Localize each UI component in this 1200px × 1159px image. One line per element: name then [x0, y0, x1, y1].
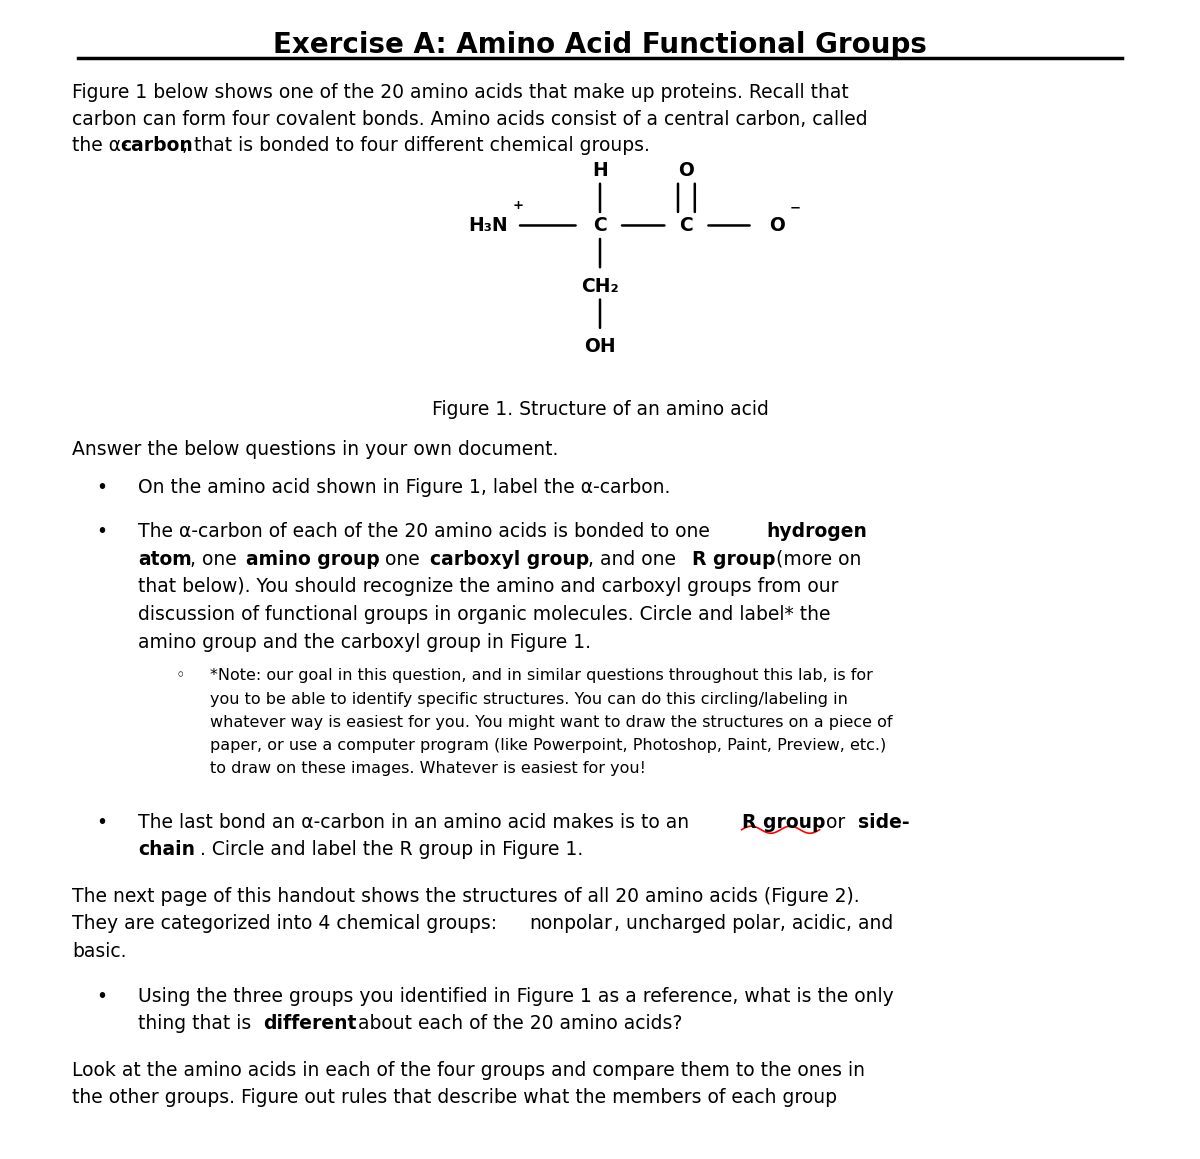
Text: CH₂: CH₂	[581, 277, 619, 296]
Text: On the amino acid shown in Figure 1, label the α-carbon.: On the amino acid shown in Figure 1, lab…	[138, 478, 671, 497]
Text: O: O	[678, 161, 695, 180]
Text: •: •	[96, 812, 108, 832]
Text: C: C	[679, 216, 694, 235]
Text: The α-carbon of each of the 20 amino acids is bonded to one: The α-carbon of each of the 20 amino aci…	[138, 523, 716, 541]
Text: side-: side-	[858, 812, 910, 832]
Text: Figure 1 below shows one of the 20 amino acids that make up proteins. Recall tha: Figure 1 below shows one of the 20 amino…	[72, 83, 848, 102]
Text: or: or	[820, 812, 851, 832]
Text: R group: R group	[692, 549, 776, 569]
Text: +: +	[512, 199, 523, 212]
Text: the other groups. Figure out rules that describe what the members of each group: the other groups. Figure out rules that …	[72, 1088, 838, 1107]
Text: hydrogen: hydrogen	[767, 523, 868, 541]
Text: , one: , one	[373, 549, 426, 569]
Text: They are categorized into 4 chemical groups:: They are categorized into 4 chemical gro…	[72, 914, 503, 933]
Text: •: •	[96, 986, 108, 1006]
Text: •: •	[96, 523, 108, 541]
Text: chain: chain	[138, 840, 194, 859]
Text: −: −	[790, 202, 802, 214]
Text: Figure 1. Structure of an amino acid: Figure 1. Structure of an amino acid	[432, 400, 768, 420]
Text: The last bond an α-carbon in an amino acid makes is to an: The last bond an α-carbon in an amino ac…	[138, 812, 695, 832]
FancyBboxPatch shape	[515, 1125, 685, 1159]
Text: about each of the 20 amino acids?: about each of the 20 amino acids?	[352, 1014, 682, 1033]
Text: to draw on these images. Whatever is easiest for you!: to draw on these images. Whatever is eas…	[210, 761, 646, 777]
Text: The next page of this handout shows the structures of all 20 amino acids (Figure: The next page of this handout shows the …	[72, 887, 859, 905]
Text: OH: OH	[584, 337, 616, 356]
Text: Screenshot: Screenshot	[553, 1140, 647, 1159]
Text: Look at the amino acids in each of the four groups and compare them to the ones : Look at the amino acids in each of the f…	[72, 1060, 865, 1079]
Text: thing that is: thing that is	[138, 1014, 257, 1033]
Text: ◦: ◦	[175, 669, 185, 684]
Text: , and one: , and one	[588, 549, 682, 569]
Text: the α-: the α-	[72, 137, 127, 155]
Text: basic.: basic.	[72, 942, 126, 961]
Text: , uncharged polar, acidic, and: , uncharged polar, acidic, and	[614, 914, 894, 933]
Text: you to be able to identify specific structures. You can do this circling/labelin: you to be able to identify specific stru…	[210, 692, 848, 707]
Text: atom: atom	[138, 549, 192, 569]
Text: R group: R group	[742, 812, 826, 832]
Text: carboxyl group: carboxyl group	[430, 549, 589, 569]
Text: •: •	[96, 478, 108, 497]
Text: H: H	[592, 161, 608, 180]
Text: H₃N: H₃N	[468, 216, 508, 235]
Text: , that is bonded to four different chemical groups.: , that is bonded to four different chemi…	[182, 137, 650, 155]
Text: Exercise A: Amino Acid Functional Groups: Exercise A: Amino Acid Functional Groups	[274, 31, 926, 59]
Text: C: C	[593, 216, 607, 235]
Text: that below). You should recognize the amino and carboxyl groups from our: that below). You should recognize the am…	[138, 577, 839, 597]
Text: nonpolar: nonpolar	[529, 914, 612, 933]
Text: whatever way is easiest for you. You might want to draw the structures on a piec: whatever way is easiest for you. You mig…	[210, 715, 893, 730]
Text: carbon can form four covalent bonds. Amino acids consist of a central carbon, ca: carbon can form four covalent bonds. Ami…	[72, 110, 868, 129]
Text: carbon: carbon	[120, 137, 193, 155]
Text: paper, or use a computer program (like Powerpoint, Photoshop, Paint, Preview, et: paper, or use a computer program (like P…	[210, 738, 887, 753]
Text: *Note: our goal in this question, and in similar questions throughout this lab, : *Note: our goal in this question, and in…	[210, 669, 872, 684]
Text: discussion of functional groups in organic molecules. Circle and label* the: discussion of functional groups in organ…	[138, 605, 830, 625]
Text: Using the three groups you identified in Figure 1 as a reference, what is the on: Using the three groups you identified in…	[138, 986, 894, 1006]
Text: Answer the below questions in your own document.: Answer the below questions in your own d…	[72, 440, 558, 459]
Text: amino group: amino group	[246, 549, 379, 569]
Text: different: different	[263, 1014, 356, 1033]
Text: . Circle and label the R group in Figure 1.: . Circle and label the R group in Figure…	[200, 840, 583, 859]
Text: (more on: (more on	[770, 549, 862, 569]
Text: amino group and the carboxyl group in Figure 1.: amino group and the carboxyl group in Fi…	[138, 633, 592, 651]
Text: , one: , one	[190, 549, 242, 569]
Text: O: O	[769, 216, 785, 235]
